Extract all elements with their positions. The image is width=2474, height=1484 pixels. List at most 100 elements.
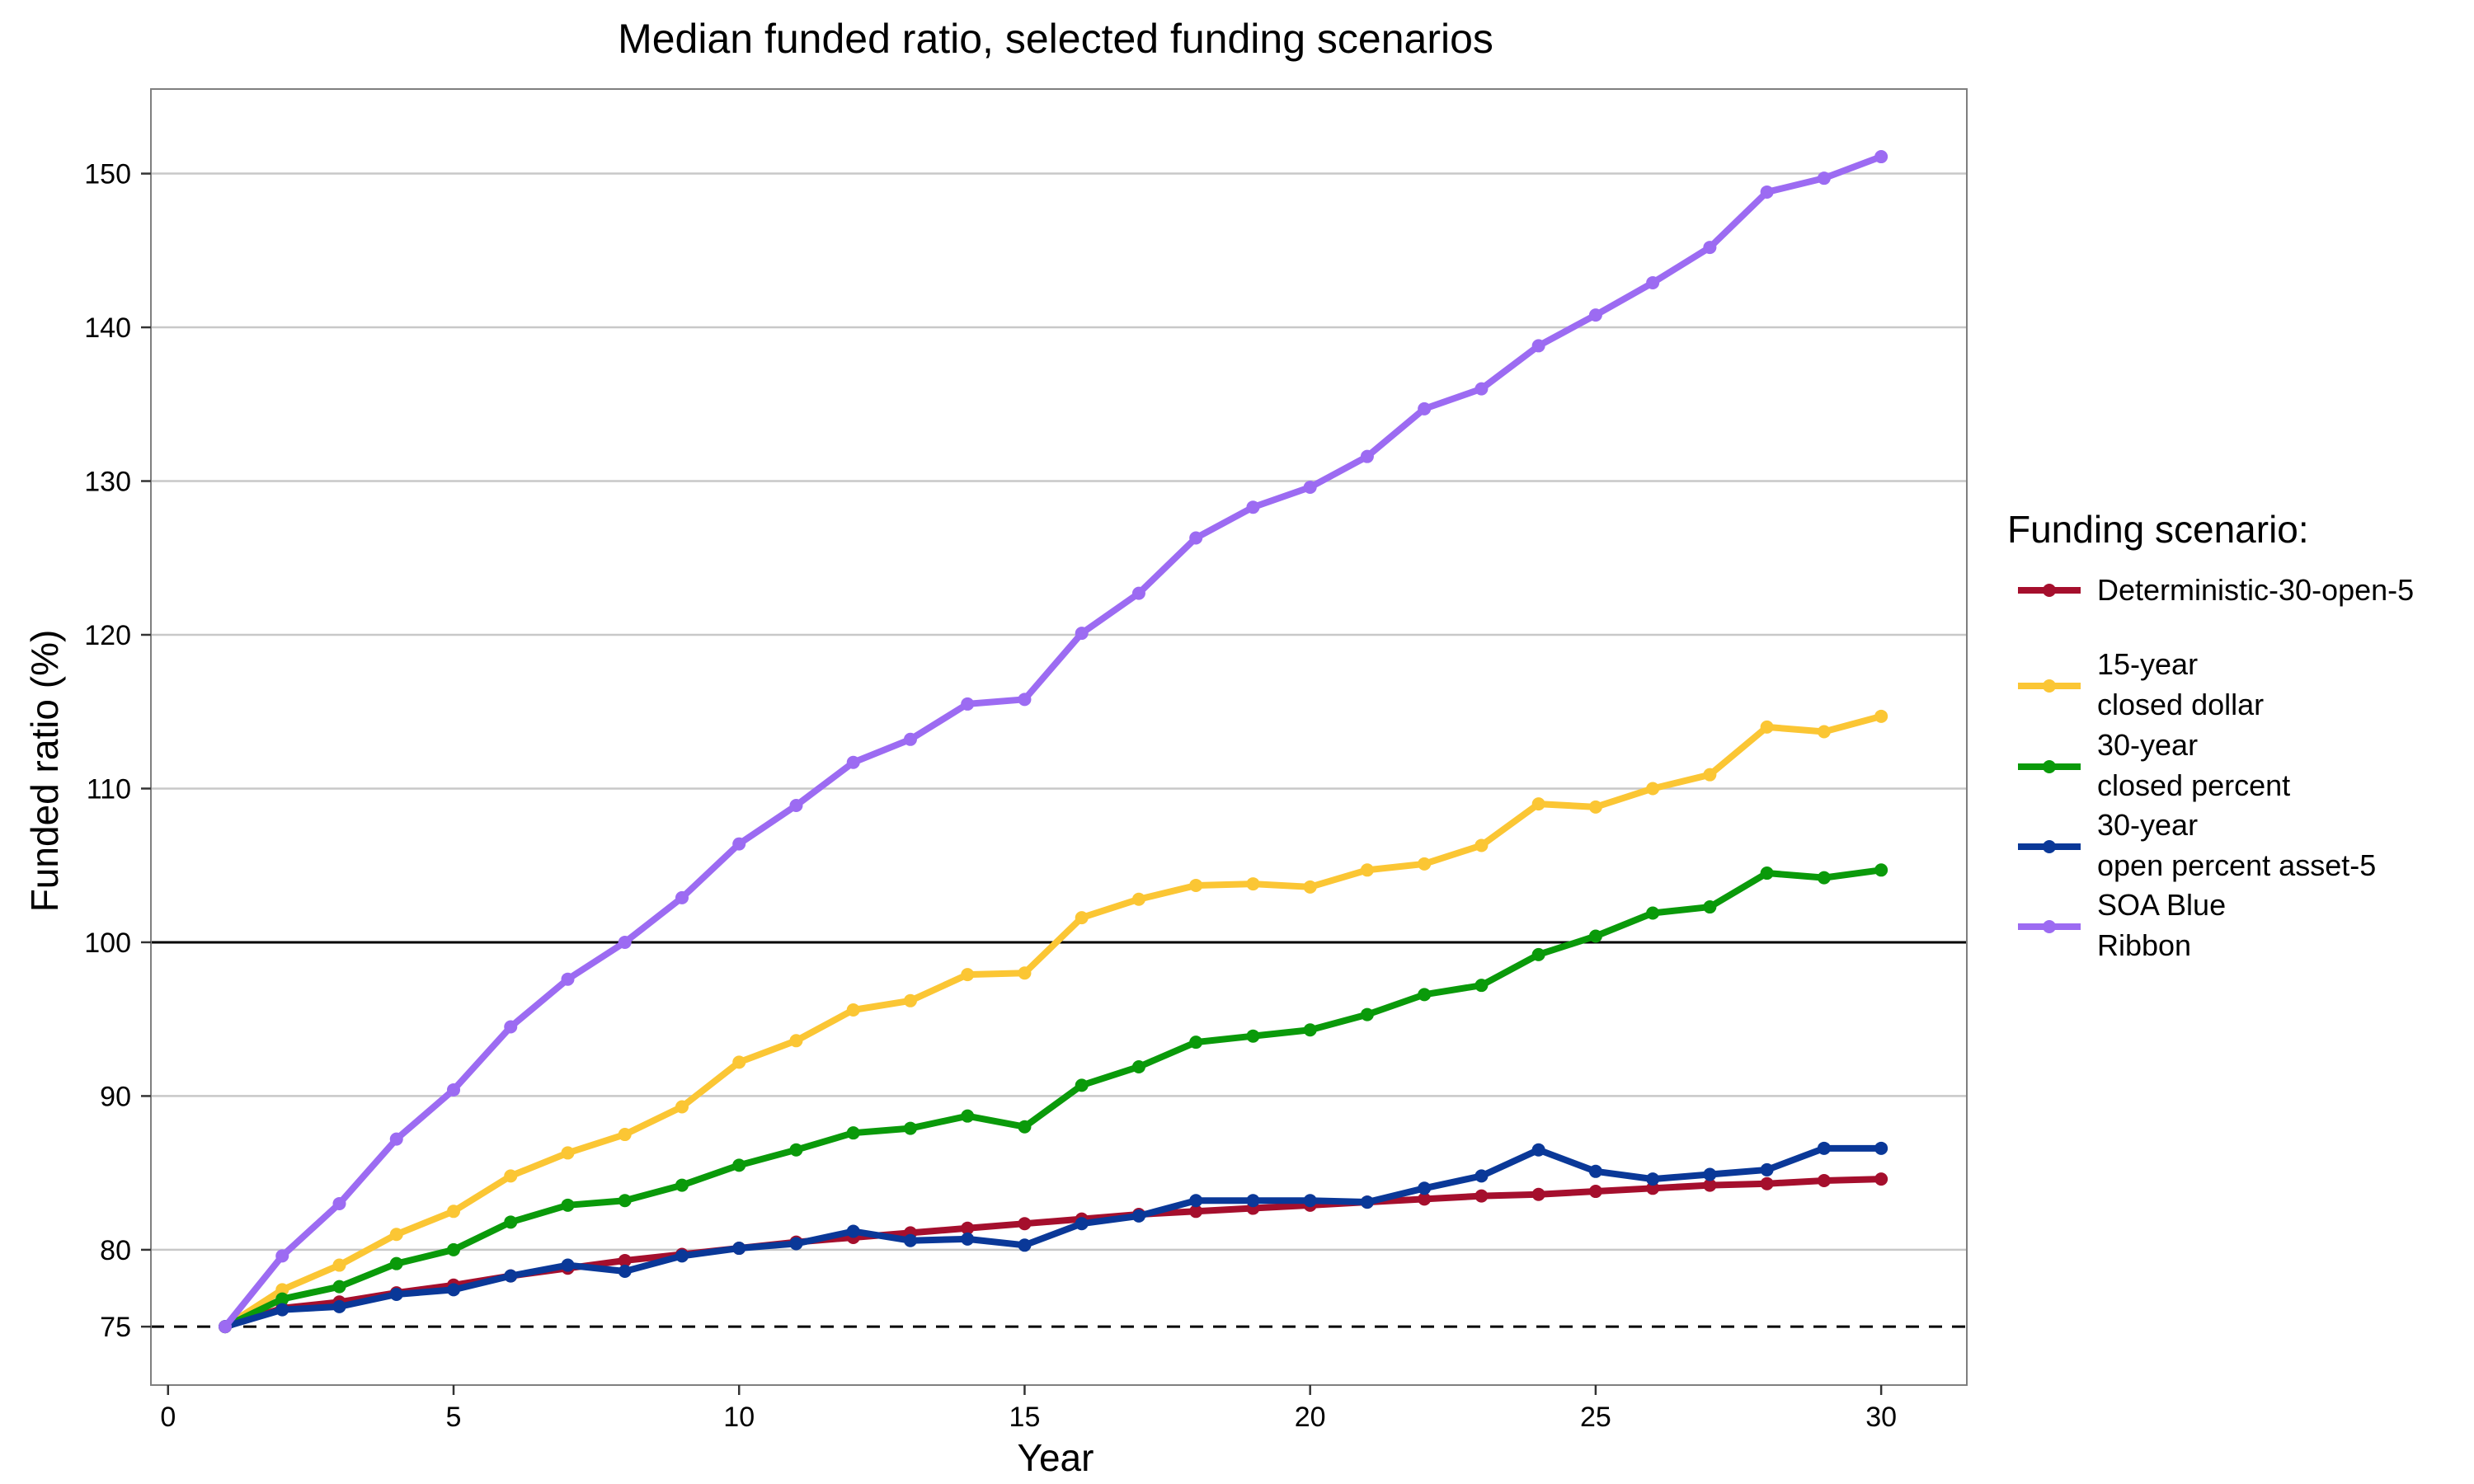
data-point: [789, 1143, 803, 1157]
data-point: [1075, 1078, 1089, 1092]
data-point: [846, 1003, 860, 1017]
data-point: [1703, 241, 1717, 255]
data-point: [504, 1215, 518, 1229]
y-tick-label-80: 80: [100, 1235, 131, 1266]
data-point: [1418, 1192, 1432, 1206]
data-point: [846, 1224, 860, 1238]
data-point: [1703, 900, 1717, 914]
legend-item-2: 15-year closed dollar: [2018, 647, 2264, 721]
data-point: [332, 1196, 346, 1210]
data-point: [1246, 1194, 1260, 1208]
data-point: [1303, 880, 1317, 894]
y-tick-label-90: 90: [100, 1081, 131, 1112]
data-point: [275, 1283, 289, 1297]
x-tick-label-25: 25: [1580, 1402, 1611, 1433]
data-point: [789, 1034, 803, 1048]
y-tick-label-140: 140: [84, 312, 131, 344]
data-point: [789, 1237, 803, 1251]
data-point: [1531, 339, 1545, 353]
data-point: [961, 1232, 975, 1246]
data-point: [1760, 720, 1774, 734]
data-point: [1531, 947, 1545, 961]
data-point: [1189, 1036, 1203, 1050]
legend-label: Deterministic-30-open-5: [2097, 573, 2414, 607]
data-point: [1475, 382, 1489, 396]
y-tick-label-120: 120: [84, 620, 131, 651]
y-tick-label-130: 130: [84, 467, 131, 498]
data-point: [1360, 1195, 1374, 1209]
y-axis: 75 80 90 100 110 120 130 140 150: [84, 159, 151, 1343]
data-point: [903, 732, 917, 746]
data-point: [1418, 988, 1432, 1002]
data-point: [447, 1242, 460, 1256]
legend-title: Funding scenario:: [2007, 508, 2309, 551]
data-point: [618, 1128, 632, 1142]
data-point: [618, 1194, 632, 1208]
data-point: [1475, 1169, 1489, 1183]
data-point: [675, 1100, 689, 1114]
data-point: [732, 1242, 746, 1256]
data-point: [1588, 800, 1602, 814]
data-point: [1018, 1217, 1032, 1231]
data-point: [389, 1132, 403, 1146]
data-point: [1588, 929, 1602, 943]
data-point: [1703, 1178, 1717, 1192]
data-point: [1189, 531, 1203, 545]
data-point: [1874, 1141, 1888, 1155]
data-point: [1018, 693, 1032, 707]
legend: Funding scenario: Deterministic-30-open-…: [2007, 508, 2414, 962]
series-4: [219, 1141, 1888, 1334]
y-tick-label-150: 150: [84, 159, 131, 190]
y-tick-label-75: 75: [100, 1312, 131, 1343]
series-line-2: [222, 712, 1885, 1331]
legend-key-point: [2043, 920, 2056, 933]
series-2: [219, 709, 1888, 1334]
plot-background: [151, 89, 1967, 1385]
data-point: [504, 1269, 518, 1283]
y-tick-label-110: 110: [87, 773, 131, 805]
data-point: [1303, 480, 1317, 494]
data-point: [1760, 1162, 1774, 1176]
data-point: [846, 1126, 860, 1140]
legend-key-point: [2043, 584, 2056, 597]
x-tick-label-0: 0: [160, 1402, 176, 1433]
series-line-5: [222, 153, 1885, 1331]
data-point: [1075, 911, 1089, 925]
data-point: [732, 837, 746, 851]
data-point: [1246, 500, 1260, 514]
data-point: [1874, 863, 1888, 877]
data-point: [1131, 1059, 1145, 1073]
series-line-4: [222, 1144, 1885, 1331]
data-point: [961, 1221, 975, 1235]
legend-label: 30-year open percent asset-5: [2097, 808, 2376, 882]
x-tick-label-30: 30: [1865, 1402, 1897, 1433]
legend-item-1: Deterministic-30-open-5: [2018, 573, 2414, 607]
data-point: [1418, 1181, 1432, 1195]
data-point: [1018, 966, 1032, 980]
data-point: [1817, 1173, 1831, 1187]
data-point: [1131, 1209, 1145, 1223]
data-point: [1418, 402, 1432, 416]
data-point: [1531, 1187, 1545, 1201]
legend-item-4: 30-year open percent asset-5: [2018, 808, 2376, 882]
data-point: [1018, 1238, 1032, 1252]
plot-border: [150, 88, 1968, 1386]
data-point: [1760, 866, 1774, 881]
legend-key-point: [2043, 760, 2056, 773]
data-point: [389, 1256, 403, 1270]
chart-title: Median funded ratio, selected funding sc…: [618, 16, 1493, 62]
data-point: [275, 1249, 289, 1263]
data-point: [1360, 449, 1374, 463]
data-point: [447, 1082, 460, 1097]
legend-key-point: [2043, 840, 2056, 853]
data-point: [1646, 906, 1660, 920]
data-point: [1303, 1023, 1317, 1037]
data-point: [1760, 185, 1774, 199]
data-point: [1075, 627, 1089, 641]
data-point: [504, 1020, 518, 1034]
data-point: [675, 1178, 689, 1192]
data-point: [1874, 1172, 1888, 1186]
legend-label: 30-year closed percent: [2097, 728, 2290, 802]
data-point: [332, 1299, 346, 1313]
data-point: [1817, 1141, 1831, 1155]
